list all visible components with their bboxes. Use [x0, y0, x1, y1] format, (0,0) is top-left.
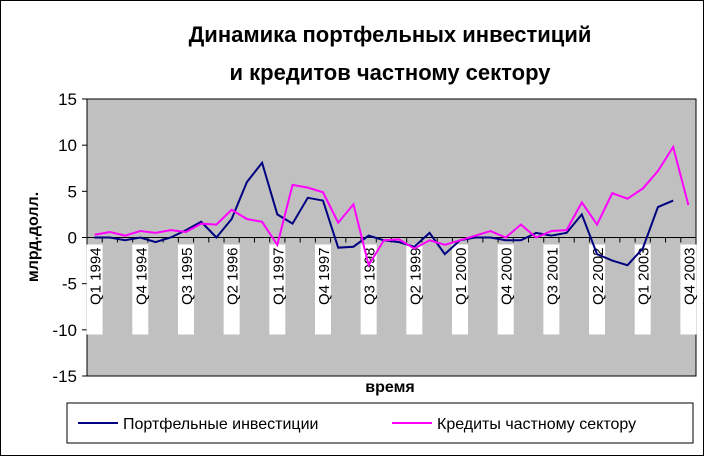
x-tick-label: Q3 2001 [544, 248, 561, 306]
x-tick-label-bg [680, 244, 697, 335]
x-tick-label-bg [497, 244, 514, 335]
y-tick-label: 0 [68, 229, 77, 248]
chart-title: Динамика портфельных инвестиций [189, 22, 592, 47]
legend [66, 402, 694, 444]
x-tick-label: Q4 1994 [133, 248, 150, 306]
x-tick-label: Q2 2002 [590, 248, 607, 306]
series-line [94, 144, 690, 268]
legend-label: Кредиты частному сектору [437, 416, 636, 433]
x-tick-label-bg [132, 244, 149, 335]
x-tick-label-bg [177, 244, 194, 335]
x-tick-label: Q2 1996 [225, 248, 242, 306]
x-tick-label-bg [452, 244, 469, 335]
y-tick-label: -5 [62, 275, 77, 294]
x-tick-label-bg [589, 244, 606, 335]
y-tick-label: -15 [52, 367, 77, 386]
x-tick-label-bg [634, 244, 651, 335]
x-tick-label: Q3 1995 [179, 248, 196, 306]
x-tick-label: Q1 2000 [453, 248, 470, 306]
x-tick-label: Q1 1997 [270, 248, 287, 306]
chart-title: и кредитов частному сектору [230, 60, 552, 85]
x-tick-label-bg [314, 244, 331, 335]
x-tick-label: Q4 2003 [681, 248, 698, 306]
x-tick-label: Q4 1997 [316, 248, 333, 306]
legend-label: Портфельные инвестиции [123, 416, 318, 433]
x-axis-title: время [365, 379, 414, 396]
x-tick-label: Q1 2003 [636, 248, 653, 306]
x-tick-label-bg [86, 244, 103, 335]
y-tick-label: 5 [68, 182, 77, 201]
x-tick-label: Q3 1998 [362, 248, 379, 306]
y-tick-label: 10 [58, 136, 77, 155]
y-tick-label: -10 [52, 321, 77, 340]
y-tick-label: 15 [58, 90, 77, 109]
x-tick-label: Q4 2000 [499, 248, 516, 306]
x-tick-label-bg [543, 244, 560, 335]
y-axis-title: млрд.долл. [25, 192, 42, 282]
x-tick-label-bg [406, 244, 423, 335]
x-tick-label-bg [360, 244, 377, 335]
x-tick-label: Q1 1994 [88, 248, 105, 306]
x-tick-label: Q2 1999 [407, 248, 424, 306]
x-tick-label-bg [269, 244, 286, 335]
x-tick-label-bg [223, 244, 240, 335]
